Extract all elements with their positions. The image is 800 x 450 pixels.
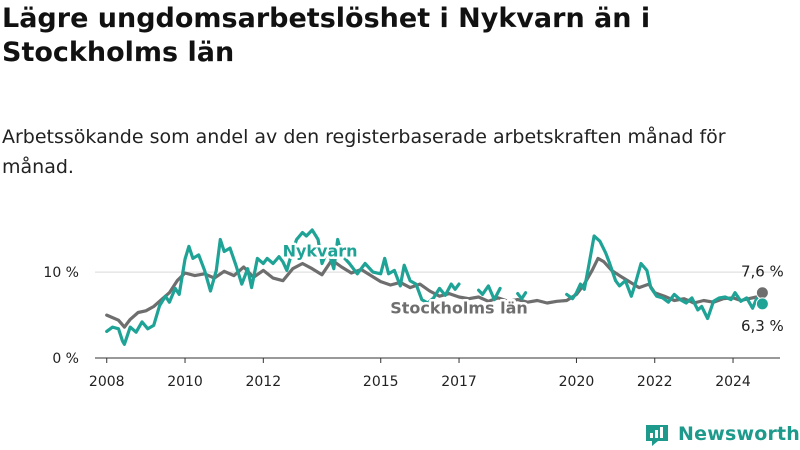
- x-tick-label: 2010: [167, 374, 203, 390]
- chart-subtitle: Arbetssökande som andel av den registerb…: [2, 126, 726, 178]
- series-end-dot: [755, 286, 769, 300]
- brand-logo[interactable]: Newsworthy: [644, 420, 800, 448]
- chart-axes: 0 % 10 % 2008 2010 2012 2015 2017 2020 2022 2024: [43, 265, 780, 390]
- brand-name: Newsworthy: [678, 423, 800, 445]
- series-end-dot: [755, 297, 769, 311]
- newsworthy-logo-icon: [646, 425, 668, 446]
- x-tick-label: 2022: [637, 374, 673, 390]
- x-tick-label: 2017: [441, 374, 477, 390]
- chart-labels: 7,6 % 6,3 % Nykvarn Stockholms län: [280, 239, 784, 335]
- series-name-label: Nykvarn: [283, 242, 358, 261]
- series-end-label: 7,6 %: [741, 263, 784, 281]
- x-tick-label: 2008: [89, 374, 125, 390]
- series-name-label: Stockholms län: [390, 298, 528, 317]
- x-tick-label: 2020: [559, 374, 595, 390]
- page-title: Lägre ungdomsarbetslöshet i Nykvarn än i…: [2, 3, 651, 68]
- x-tick-label: 2015: [363, 374, 399, 390]
- y-tick-label: 0 %: [52, 351, 79, 367]
- x-tick-label: 2012: [245, 374, 281, 390]
- x-tick-label: 2024: [715, 374, 751, 390]
- y-tick-label: 10 %: [43, 265, 79, 281]
- series-end-label: 6,3 %: [741, 317, 784, 335]
- series-line-nykvarn: [105, 228, 764, 346]
- chart-lines: [105, 228, 764, 346]
